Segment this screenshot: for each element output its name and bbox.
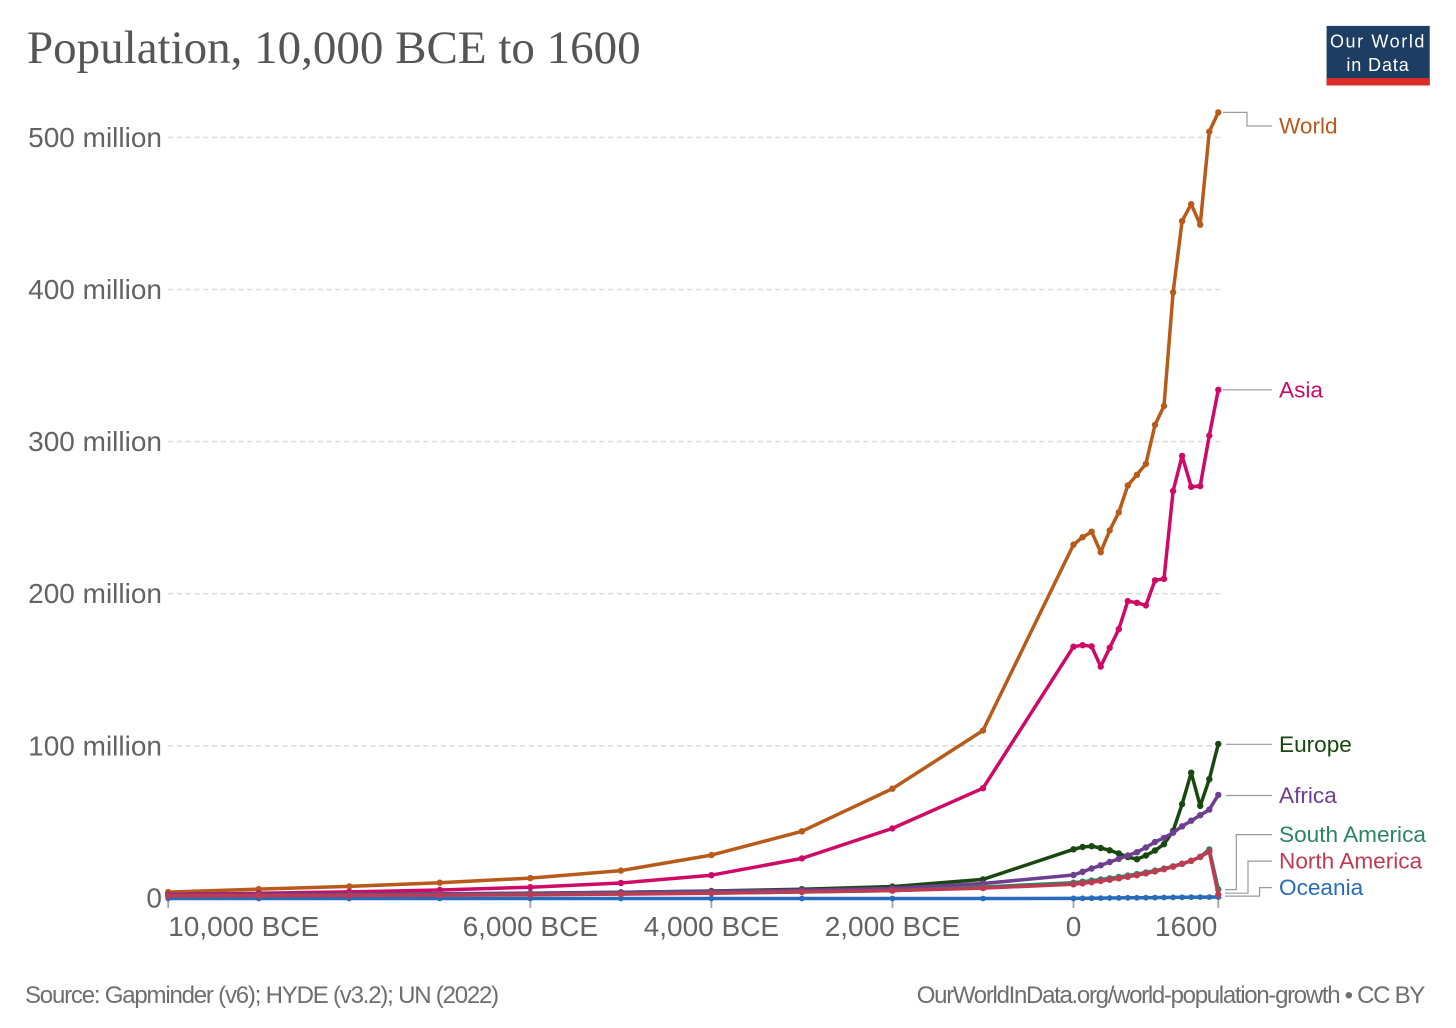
svg-text:Our World: Our World [1330,31,1426,51]
svg-text:World: World [1279,114,1338,139]
svg-text:500 million: 500 million [28,122,162,153]
svg-text:Europe: Europe [1279,732,1352,757]
svg-text:400 million: 400 million [28,274,162,305]
svg-text:0: 0 [1066,911,1082,942]
svg-text:4,000 BCE: 4,000 BCE [644,911,779,942]
svg-text:Source: Gapminder (v6); HYDE (: Source: Gapminder (v6); HYDE (v3.2); UN … [25,982,498,1009]
svg-text:Africa: Africa [1279,783,1337,808]
svg-text:Population, 10,000 BCE to 1600: Population, 10,000 BCE to 1600 [27,22,641,74]
svg-text:North America: North America [1279,849,1423,874]
svg-text:1600: 1600 [1155,911,1217,942]
svg-text:Asia: Asia [1279,377,1323,402]
svg-text:in Data: in Data [1346,55,1409,75]
svg-text:10,000 BCE: 10,000 BCE [168,911,319,942]
svg-text:2,000 BCE: 2,000 BCE [825,911,960,942]
svg-text:100 million: 100 million [28,730,162,761]
svg-text:200 million: 200 million [28,578,162,609]
svg-text:South America: South America [1279,822,1426,847]
svg-text:0: 0 [146,882,162,913]
svg-text:OurWorldInData.org/world-popul: OurWorldInData.org/world-population-grow… [917,982,1425,1009]
svg-text:Oceania: Oceania [1279,875,1364,900]
svg-text:300 million: 300 million [28,426,162,457]
svg-text:6,000 BCE: 6,000 BCE [463,911,598,942]
